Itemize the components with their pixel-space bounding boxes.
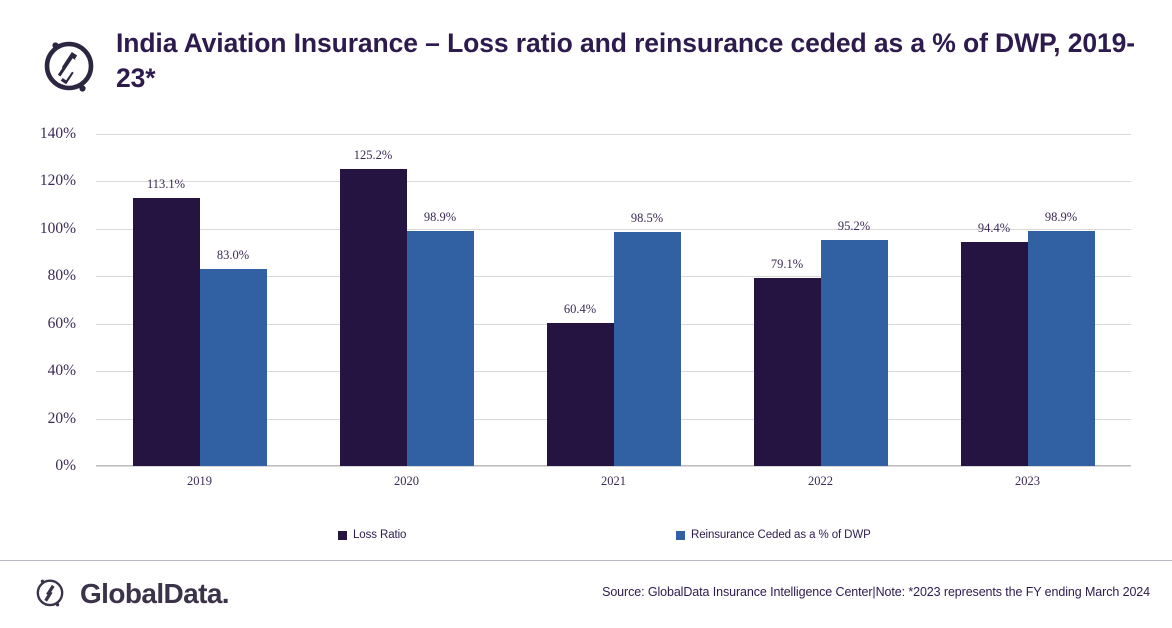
x-axis-tick-label: 2023	[1015, 474, 1040, 488]
legend-item-reinsurance-ceded[interactable]: Reinsurance Ceded as a % of DWP	[676, 529, 871, 541]
bar-loss-ratio[interactable]	[960, 242, 1028, 466]
bar-reinsurance-ceded[interactable]	[613, 232, 681, 466]
gridline	[96, 181, 1131, 183]
legend-swatch-icon	[676, 530, 685, 540]
bar-value-label: 79.1%	[770, 257, 804, 272]
globaldata-circle-slash-icon	[33, 28, 105, 100]
bar-value-label: 98.5%	[630, 211, 664, 226]
x-axis-tick-label: 2022	[808, 474, 833, 488]
y-axis-tick-label: 140%	[39, 125, 76, 142]
bar-reinsurance-ceded[interactable]	[820, 240, 888, 466]
x-axis-tick-label: 2021	[601, 474, 626, 488]
bar-value-label: 125.2%	[353, 148, 393, 163]
bar-value-label: 60.4%	[563, 301, 597, 316]
gridline	[96, 134, 1131, 135]
legend-label: Reinsurance Ceded as a % of DWP	[691, 529, 871, 541]
bar-loss-ratio[interactable]	[546, 322, 614, 466]
y-axis-tick-label: 20%	[47, 409, 76, 427]
bar-reinsurance-ceded[interactable]	[1027, 231, 1095, 466]
chart-area: 140% 120% 100% 80% 60% 40% 20% 0% 113.1% 83.0% 20…	[0, 120, 1131, 488]
legend-label: Loss Ratio	[353, 529, 407, 541]
chart-legend: Loss Ratio Reinsurance Ceded as a % of DW…	[0, 529, 1172, 549]
bar-group: 94.4% 98.9% 2023	[960, 134, 1095, 488]
bar-reinsurance-ceded[interactable]	[406, 231, 474, 466]
slide-header: India Aviation Insurance – Loss ratio an…	[0, 0, 1172, 112]
bar-value-label: 98.9%	[423, 210, 457, 225]
x-axis-tick-label: 2020	[394, 474, 419, 488]
gridline	[96, 466, 1131, 467]
y-axis-tick-label: 40%	[47, 362, 76, 380]
y-axis-labels: 140% 120% 100% 80% 60% 40% 20% 0%	[0, 120, 90, 480]
bar-group: 113.1% 83.0% 2019	[132, 134, 267, 488]
bar-group: 79.1% 95.2% 2022	[753, 134, 888, 488]
y-axis-tick-label: 60%	[47, 314, 76, 332]
bar-value-label: 95.2%	[837, 219, 871, 234]
globaldata-wordmark: GlobalData.	[80, 578, 230, 609]
bar-group: 125.2% 98.9% 2020	[339, 134, 474, 488]
page-title: India Aviation Insurance – Loss ratio an…	[116, 28, 1135, 93]
bar-value-label: 94.4%	[977, 221, 1011, 236]
gridline	[96, 228, 1131, 230]
bar-value-label: 113.1%	[146, 176, 186, 191]
bar-reinsurance-ceded[interactable]	[199, 269, 267, 466]
bar-value-label: 98.9%	[1044, 210, 1078, 225]
x-axis-tick-label: 2019	[187, 474, 212, 488]
y-axis-tick-label: 100%	[39, 219, 76, 237]
y-axis-tick-label: 120%	[39, 172, 76, 190]
source-note: Source: GlobalData Insurance Intelligenc…	[602, 585, 1150, 599]
y-axis-tick-label: 80%	[47, 267, 76, 285]
slide-footer: GlobalData. Source: GlobalData Insurance…	[0, 561, 1172, 628]
globaldata-circle-slash-icon	[30, 572, 70, 617]
legend-item-loss-ratio[interactable]: Loss Ratio	[338, 529, 406, 541]
legend-swatch-icon	[338, 530, 347, 540]
bar-loss-ratio[interactable]	[132, 197, 200, 466]
bar-group: 60.4% 98.5% 2021	[546, 134, 681, 488]
y-axis-tick-label: 0%	[55, 457, 76, 474]
globaldata-logo: GlobalData.	[30, 573, 234, 615]
bar-value-label: 83.0%	[216, 248, 250, 263]
footer-divider	[0, 560, 1172, 561]
bar-loss-ratio[interactable]	[339, 169, 407, 466]
bar-loss-ratio[interactable]	[753, 278, 821, 466]
bar-groups: 113.1% 83.0% 2019 125.2% 98.9% 2020 60.4% 98.5%…	[96, 134, 1131, 488]
